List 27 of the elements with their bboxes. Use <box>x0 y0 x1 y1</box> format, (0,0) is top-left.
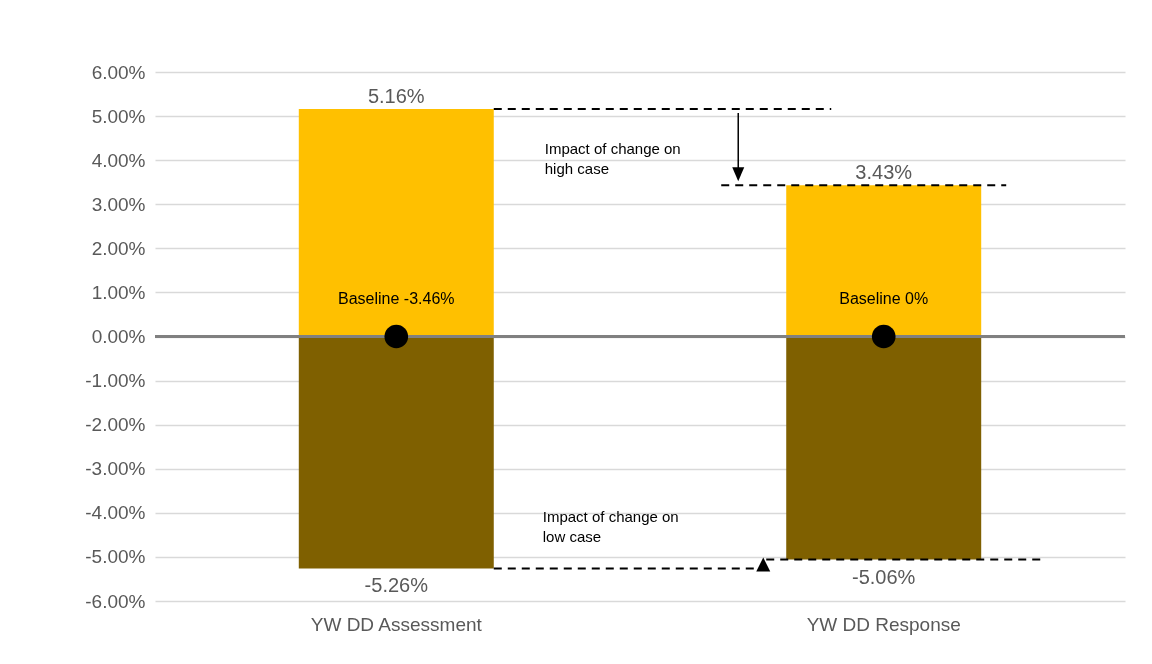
data-label: -5.26% <box>364 574 429 597</box>
y-tick-label: 0.00% <box>91 326 146 347</box>
x-tick-label: YW DD Response <box>806 613 961 635</box>
data-label: -5.06% <box>852 565 916 588</box>
y-tick-label: -3.00% <box>85 458 146 480</box>
y-tick-label: 6.00% <box>91 61 146 83</box>
y-tick-label: 5.00% <box>91 105 146 127</box>
y-tick-label: -6.00% <box>85 590 146 612</box>
y-tick-label: 2.00% <box>91 237 146 259</box>
x-tick-label: YW DD Assessment <box>310 613 483 635</box>
annotation: Baseline 0% <box>839 289 929 307</box>
annotation: Baseline -3.46% <box>338 289 455 307</box>
annotation: Impact of change on low case <box>542 507 679 545</box>
y-tick-label: -5.00% <box>85 546 146 568</box>
data-label: 3.43% <box>855 161 913 184</box>
bar <box>298 109 494 337</box>
y-tick-label: 1.00% <box>91 281 146 303</box>
y-tick-label: -4.00% <box>85 502 146 524</box>
bar <box>786 336 982 560</box>
y-tick-label: 3.00% <box>91 193 146 215</box>
y-tick-label: -2.00% <box>85 414 146 436</box>
data-label: 5.16% <box>367 85 425 108</box>
y-tick-label: 4.00% <box>91 149 146 171</box>
bar <box>786 185 982 337</box>
annotation: Impact of change on high case <box>544 140 681 178</box>
y-tick-label: -1.00% <box>85 370 146 392</box>
bar <box>298 336 494 569</box>
